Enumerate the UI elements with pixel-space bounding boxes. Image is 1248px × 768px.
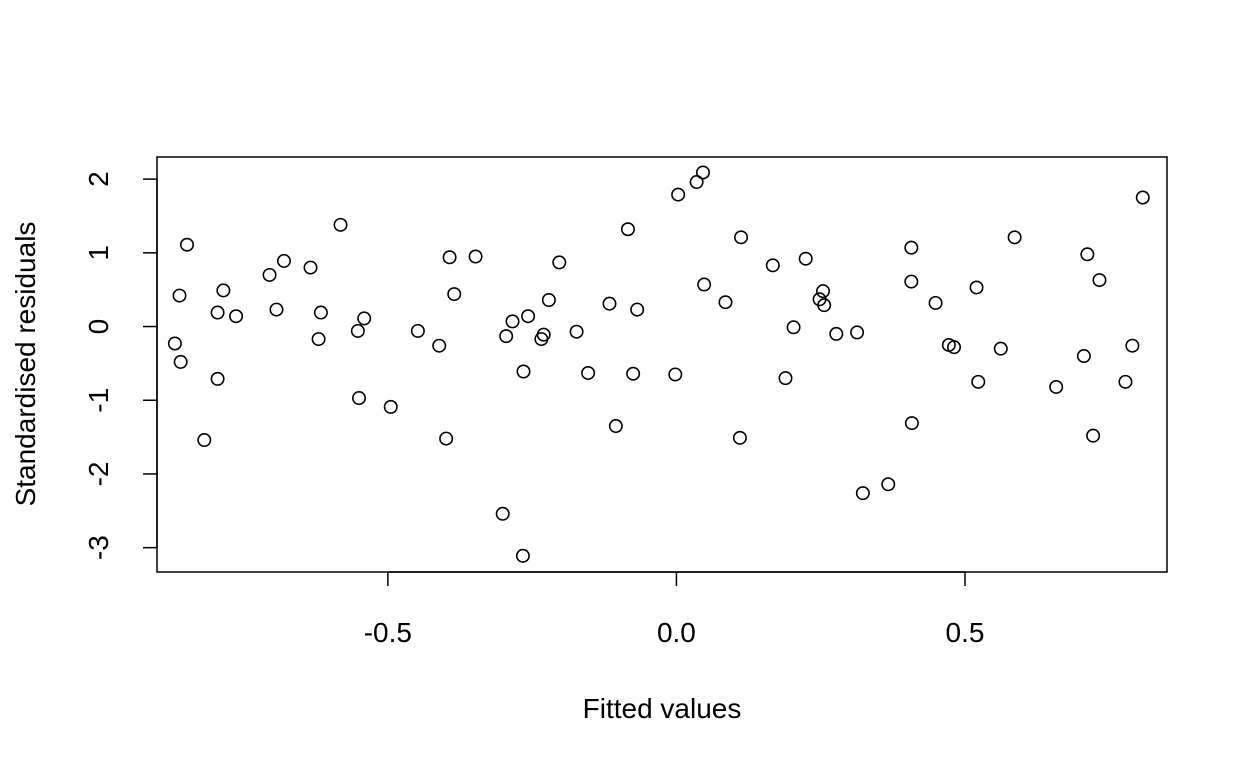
data-point — [1118, 374, 1133, 389]
data-point — [1076, 349, 1091, 364]
data-point — [447, 287, 462, 302]
x-axis: -0.5 0.0 0.5 — [364, 571, 985, 648]
data-point — [695, 165, 710, 180]
data-point — [1125, 338, 1140, 353]
data-point — [671, 187, 686, 202]
data-point — [732, 430, 747, 445]
data-point — [516, 364, 531, 379]
data-point — [541, 293, 556, 308]
data-point — [581, 365, 596, 380]
y-tick-label: -2 — [83, 462, 114, 487]
points-layer — [167, 165, 1150, 563]
data-point — [1049, 379, 1064, 394]
data-point — [172, 288, 187, 303]
data-point — [904, 240, 919, 255]
data-point — [1086, 428, 1101, 443]
x-axis-label: Fitted values — [583, 693, 742, 724]
data-point — [350, 323, 365, 338]
data-point — [552, 255, 567, 270]
data-point — [602, 296, 617, 311]
data-point — [383, 399, 398, 414]
data-point — [829, 326, 844, 341]
data-point — [798, 251, 813, 266]
data-point — [630, 302, 645, 317]
data-point — [668, 367, 683, 382]
data-point — [1092, 273, 1107, 288]
data-point — [505, 314, 520, 329]
y-tick-label: -3 — [83, 535, 114, 560]
data-point — [269, 302, 284, 317]
data-point — [173, 354, 188, 369]
x-tick-label: 0.0 — [657, 617, 696, 648]
data-point — [262, 267, 277, 282]
y-axis-label: Standardised residuals — [10, 222, 41, 507]
data-point — [947, 340, 962, 355]
data-point — [608, 419, 623, 434]
x-tick-label: -0.5 — [364, 617, 412, 648]
data-point — [1007, 230, 1022, 245]
data-point — [515, 548, 530, 563]
data-point — [778, 371, 793, 386]
data-point — [410, 323, 425, 338]
data-point — [718, 295, 733, 310]
data-point — [971, 374, 986, 389]
y-tick-label: 0 — [83, 319, 114, 335]
data-point — [855, 486, 870, 501]
data-point — [993, 341, 1008, 356]
data-point — [432, 338, 447, 353]
data-point — [689, 175, 704, 190]
data-point — [816, 284, 831, 299]
data-point — [499, 329, 514, 344]
data-point — [697, 277, 712, 292]
data-point — [197, 433, 212, 448]
data-point — [569, 324, 584, 339]
data-point — [904, 416, 919, 431]
y-tick-label: 2 — [83, 171, 114, 187]
data-point — [626, 366, 641, 381]
data-point — [765, 258, 780, 273]
data-point — [303, 260, 318, 275]
data-point — [928, 295, 943, 310]
data-point — [495, 506, 510, 521]
data-point — [468, 249, 483, 264]
data-point — [1135, 190, 1150, 205]
data-point — [216, 283, 231, 298]
y-tick-label: 1 — [83, 245, 114, 261]
data-point — [351, 391, 366, 406]
data-point — [881, 477, 896, 492]
data-point — [620, 222, 635, 237]
x-tick-label: 0.5 — [946, 617, 985, 648]
y-axis: -3 -2 -1 0 1 2 — [83, 171, 158, 560]
data-point — [333, 217, 348, 232]
data-point — [850, 325, 865, 340]
data-point — [229, 309, 244, 324]
data-point — [210, 371, 225, 386]
data-point — [734, 230, 749, 245]
data-point — [167, 336, 182, 351]
data-point — [439, 431, 454, 446]
data-point — [210, 305, 225, 320]
data-point — [442, 250, 457, 265]
data-point — [817, 298, 832, 313]
data-point — [786, 320, 801, 335]
data-point — [311, 332, 326, 347]
data-point — [1080, 247, 1095, 262]
data-point — [313, 305, 328, 320]
data-point — [180, 237, 195, 252]
y-tick-label: -1 — [83, 388, 114, 413]
data-point — [969, 280, 984, 295]
data-point — [276, 253, 291, 268]
data-point — [357, 311, 372, 326]
data-point — [536, 327, 551, 342]
data-point — [904, 274, 919, 289]
data-point — [521, 309, 536, 324]
